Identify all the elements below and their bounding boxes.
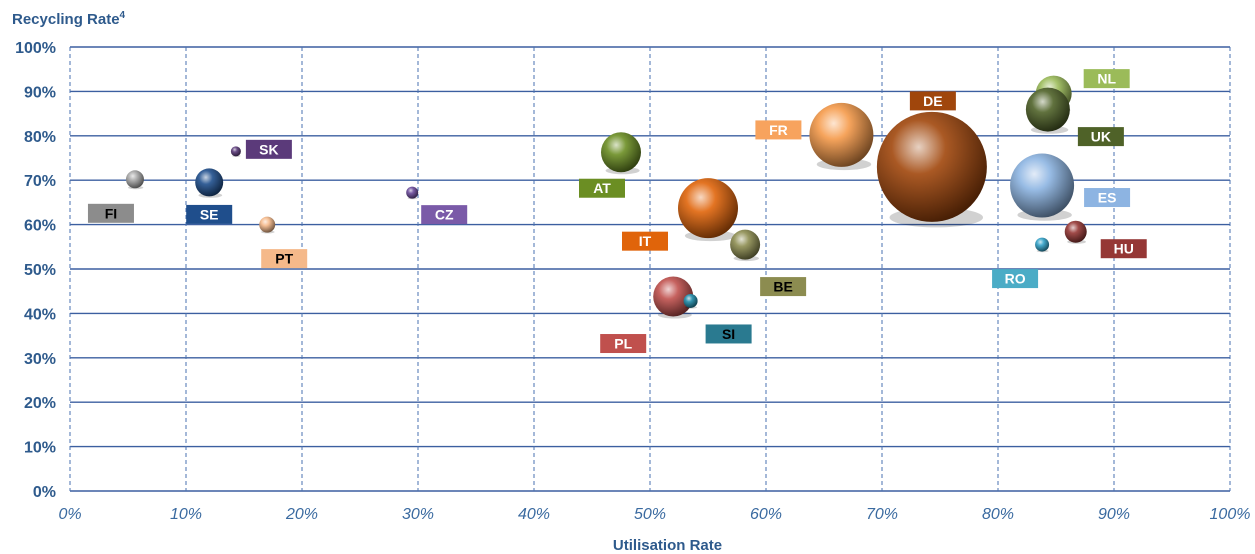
bubble-label-box	[909, 91, 956, 111]
bubble-label-box	[705, 324, 752, 344]
bubble-de	[876, 111, 987, 222]
bubble-ro	[1035, 237, 1050, 252]
bubble-label-nl: NL	[1083, 69, 1130, 89]
bubble-label-pt: PT	[261, 249, 308, 269]
bubble-label-box	[992, 269, 1039, 289]
y-axis-title-superscript: 4	[119, 10, 126, 21]
y-tick-label: 10%	[24, 440, 56, 457]
y-tick-label: 40%	[24, 306, 56, 323]
bubble-label-be: BE	[760, 277, 807, 297]
bubble-label-text: FR	[769, 122, 788, 138]
x-tick-label: 20%	[285, 506, 318, 523]
bubble-es	[1010, 153, 1075, 218]
bubble-label-text: FI	[105, 205, 117, 221]
y-axis-title-text: Recycling Rate	[12, 11, 120, 28]
x-tick-label: 40%	[518, 506, 550, 523]
y-tick-label: 100%	[15, 40, 56, 57]
y-tick-label: 0%	[33, 484, 56, 501]
bubble-label-de: DE	[909, 91, 956, 111]
x-tick-label: 60%	[750, 506, 782, 523]
bubble-label-text: CZ	[435, 207, 454, 223]
bubble-label-cz: CZ	[421, 205, 468, 225]
bubble-label-box	[1077, 127, 1124, 147]
bubble-label-text: SK	[259, 141, 278, 157]
bubble-label-box	[1083, 69, 1130, 89]
y-tick-label: 50%	[24, 262, 56, 279]
bubble-label-text: PL	[614, 336, 632, 352]
x-tick-label: 90%	[1098, 506, 1130, 523]
x-tick-label: 50%	[634, 506, 666, 523]
x-tick-label: 80%	[982, 506, 1014, 523]
bubble-label-box	[579, 178, 625, 198]
bubble-label-si: SI	[705, 324, 752, 344]
bubble-label-it: IT	[622, 231, 668, 251]
x-axis-ticks: 0% 10% 20% 30% 40% 50% 60% 70% 80% 90% 100%	[58, 506, 1250, 523]
bubbles	[125, 75, 1087, 319]
bubble-label-text: ES	[1098, 190, 1117, 206]
bubble-labels: FI SE SK PT CZ AT IT BE PL SI FR DE NL UK ES HU RO	[87, 69, 1147, 354]
bubble-label-box	[755, 120, 802, 140]
bubble-hu	[1064, 220, 1087, 243]
bubble-label-text: SI	[722, 326, 735, 342]
bubble-label-text: DE	[923, 93, 942, 109]
bubble-label-box	[1084, 188, 1131, 208]
y-tick-label: 70%	[24, 173, 56, 190]
bubble-label-box	[622, 231, 668, 251]
bubble-label-text: PT	[275, 251, 293, 267]
bubble-uk	[1025, 87, 1070, 132]
grid-lines	[69, 46, 1231, 492]
bubble-label-text: NL	[1097, 71, 1116, 87]
bubble-it	[678, 178, 738, 239]
bubble-label-box	[760, 277, 807, 297]
bubble-label-box	[421, 205, 468, 225]
bubble-fi	[125, 170, 144, 189]
bubble-label-fr: FR	[755, 120, 802, 140]
y-tick-label: 30%	[24, 351, 56, 368]
bubble-label-text: IT	[639, 233, 652, 249]
bubble-fr	[809, 102, 874, 167]
x-tick-label: 10%	[170, 506, 202, 523]
y-axis-title: Recycling Rate4	[12, 10, 125, 28]
bubble-label-text: AT	[593, 180, 611, 196]
y-tick-label: 80%	[24, 129, 56, 146]
bubble-label-uk: UK	[1077, 127, 1124, 147]
bubble-pt	[259, 216, 276, 233]
bubble-label-box	[1100, 239, 1147, 259]
bubble-label-es: ES	[1084, 188, 1131, 208]
bubble-label-text: UK	[1091, 129, 1111, 145]
bubble-label-box	[87, 203, 134, 223]
bubble-si	[683, 293, 698, 308]
bubble-label-box	[600, 334, 647, 354]
bubble-be	[730, 229, 761, 260]
bubble-cz	[406, 186, 419, 199]
bubble-label-sk: SK	[245, 139, 292, 159]
bubble-label-text: RO	[1005, 271, 1026, 287]
bubble-label-text: SE	[200, 206, 219, 222]
bubble-label-box	[261, 249, 308, 269]
bubble-label-pl: PL	[600, 334, 647, 354]
y-tick-label: 20%	[24, 395, 56, 412]
bubble-se	[195, 168, 224, 197]
bubble-label-text: BE	[773, 279, 792, 295]
bubble-at	[601, 132, 641, 173]
x-tick-label: 30%	[402, 506, 434, 523]
x-tick-label: 70%	[866, 506, 898, 523]
bubble-label-hu: HU	[1100, 239, 1147, 259]
bubble-sk	[230, 146, 241, 157]
y-tick-label: 90%	[24, 84, 56, 101]
bubble-label-at: AT	[579, 178, 625, 198]
bubble-label-fi: FI	[87, 203, 134, 223]
bubble-label-se: SE	[186, 204, 233, 224]
bubble-pl	[653, 276, 694, 317]
bubble-label-box	[245, 139, 292, 159]
x-tick-label: 100%	[1210, 506, 1251, 523]
y-tick-label: 60%	[24, 218, 56, 235]
x-tick-label: 0%	[58, 506, 81, 523]
y-axis-ticks: 0% 10% 20% 30% 40% 50% 60% 70% 80% 90% 100%	[15, 40, 56, 501]
bubble-label-text: HU	[1114, 241, 1134, 257]
x-axis-title: Utilisation Rate	[612, 537, 723, 554]
bubble-label-box	[186, 204, 233, 224]
bubble-label-ro: RO	[992, 269, 1039, 289]
